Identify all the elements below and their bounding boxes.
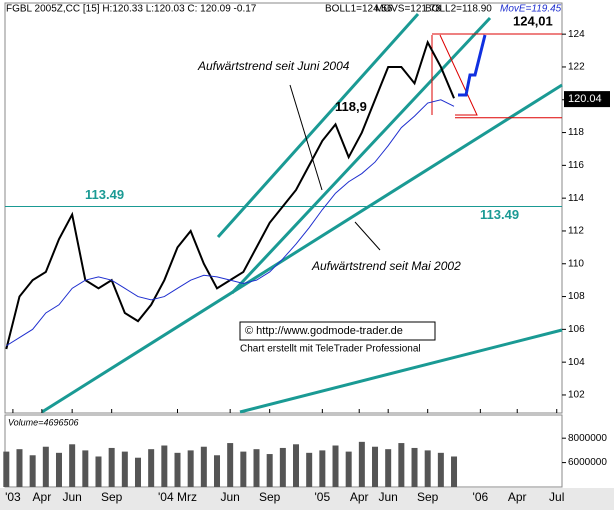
volume-bar [437, 452, 444, 487]
price-panel [4, 2, 563, 414]
x-tick-label: '03 [5, 490, 21, 504]
volume-bar [227, 443, 234, 487]
price-tag [564, 91, 610, 108]
volume-bar [55, 452, 62, 487]
x-tick-label: Apr [508, 490, 527, 504]
volume-bar [42, 446, 49, 487]
y-tick-label: 102 [568, 390, 585, 401]
annotation: Aufwärtstrend seit Juni 2004 [197, 59, 350, 73]
volume-bar [82, 450, 89, 487]
volume-label: Volume=4696506 [8, 417, 78, 427]
x-tick-label: Sep [259, 490, 281, 504]
annotation: Aufwärtstrend seit Mai 2002 [311, 259, 461, 273]
x-tick-label: Jun [379, 490, 398, 504]
x-axis-band [0, 488, 614, 510]
level-label: 124,01 [513, 13, 553, 28]
volume-bar [253, 449, 260, 487]
volume-bar [108, 447, 115, 487]
y-tick-label: 110 [568, 258, 584, 269]
volume-bar [385, 449, 392, 487]
credit: © http://www.godmode-trader.de [245, 325, 403, 337]
y-tick-label: 104 [568, 357, 585, 368]
indicator: BOLL2=118.90 [425, 4, 492, 15]
volume-bar [121, 451, 128, 487]
trend-line [230, 16, 492, 295]
volume-bar [148, 449, 155, 487]
y-tick-label: 122 [568, 62, 585, 73]
header: FGBL 2005Z,CC [15] H:120.33 L:120.03 C: … [6, 4, 257, 15]
level-label: 113.49 [480, 207, 519, 222]
volume-bar [16, 449, 23, 487]
credit-box [239, 321, 436, 341]
x-tick-label: Jun [220, 490, 239, 504]
volume-bar [69, 444, 76, 487]
x-tick-label: '06 [473, 490, 489, 504]
trend-line [216, 12, 420, 239]
volume-bar [372, 446, 379, 487]
credit: Chart erstellt mit TeleTrader Profession… [240, 344, 421, 355]
projection [458, 34, 487, 97]
volume-bar [306, 452, 313, 487]
x-tick-label: Apr [350, 490, 369, 504]
volume-tick-label: 6000000 [568, 457, 607, 468]
volume-bar [332, 445, 339, 487]
y-tick-label: 116 [568, 160, 584, 171]
x-tick-label: '05 [315, 490, 331, 504]
red-box [439, 34, 478, 116]
trend-line [41, 83, 563, 414]
arrow [354, 221, 381, 251]
volume-bar [345, 451, 352, 487]
volume-bar [319, 450, 326, 487]
volume-bar [3, 451, 10, 487]
y-tick-label: 114 [568, 193, 584, 204]
price-line [6, 99, 455, 347]
trend-line [239, 328, 563, 414]
volume-bar [240, 451, 247, 487]
volume-bar [174, 452, 181, 487]
volume-bar [200, 446, 207, 487]
volume-tick-label: 8000000 [568, 433, 607, 444]
volume-bar [451, 456, 458, 487]
y-tick-label: 124 [568, 29, 585, 40]
y-tick-label: 112 [568, 226, 584, 237]
x-tick-label: Jun [62, 490, 81, 504]
volume-bar [187, 450, 194, 487]
volume-bar [266, 454, 273, 487]
volume-bar [358, 441, 365, 487]
volume-bar [411, 447, 418, 487]
x-tick-label: Apr [33, 490, 52, 504]
volume-bar [134, 457, 141, 487]
volume-bar [95, 456, 102, 487]
x-tick-label: '04 Mrz [158, 490, 197, 504]
y-tick-label: 118 [568, 127, 584, 138]
y-tick-label: 106 [568, 324, 585, 335]
x-tick-label: Sep [417, 490, 439, 504]
volume-bar [424, 450, 431, 487]
volume-bar [161, 445, 168, 487]
volume-bar [214, 455, 221, 487]
volume-bar [279, 447, 286, 487]
x-tick-label: Sep [101, 490, 123, 504]
indicator: BOLL1=124.56 [325, 4, 393, 15]
volume-bar [29, 455, 36, 487]
level-label: 113.49 [85, 187, 124, 202]
volume-bar [398, 443, 405, 487]
arrow [289, 84, 323, 191]
y-tick-label: 108 [568, 291, 585, 302]
price-tag-label: 120.04 [568, 93, 602, 105]
indicator: MOVS=121.78 [375, 4, 441, 15]
indicator: MovE=119.45 [500, 4, 562, 15]
volume-bar [293, 444, 300, 487]
x-tick-label: Jul [549, 490, 564, 504]
level-label: 118,9 [335, 99, 367, 114]
